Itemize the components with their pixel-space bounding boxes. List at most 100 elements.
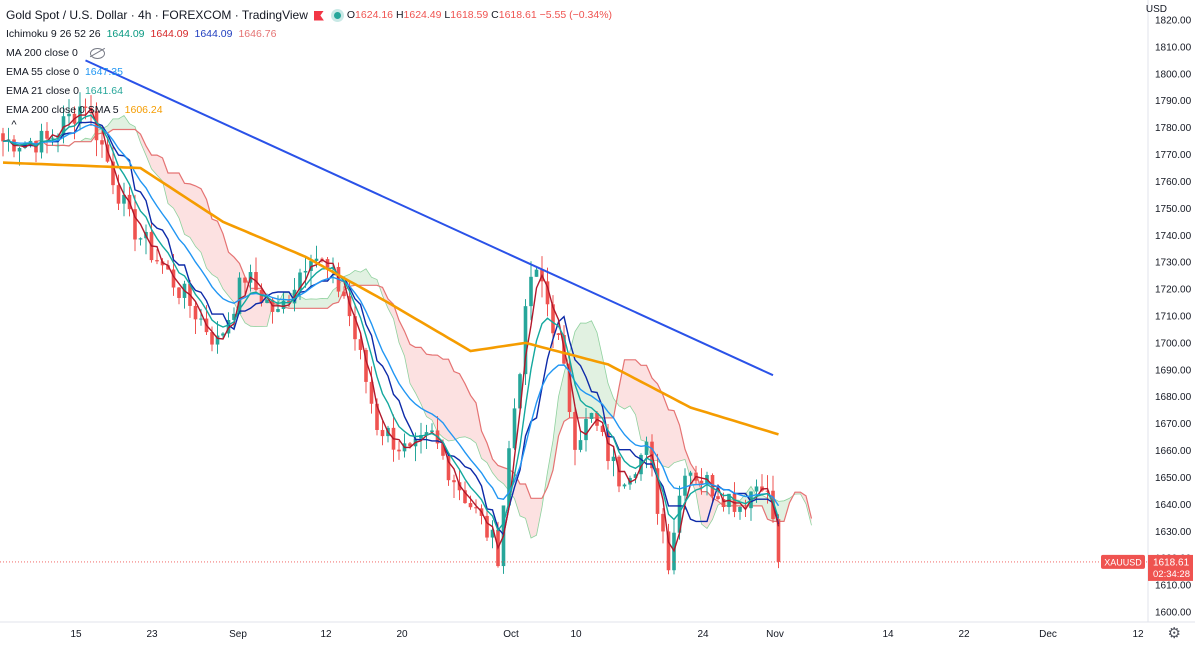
candle-body xyxy=(776,519,781,562)
cloud-segment xyxy=(547,440,553,488)
y-tick-label: 1670.00 xyxy=(1155,419,1192,430)
candle-body xyxy=(683,475,687,496)
cloud-segment xyxy=(641,365,647,442)
candle-body xyxy=(474,507,478,509)
y-tick-label: 1680.00 xyxy=(1155,392,1192,403)
candle-body xyxy=(452,480,456,483)
cloud-segment xyxy=(602,357,608,418)
cloud-segment xyxy=(338,276,344,303)
collapse-legend-icon[interactable]: ^ xyxy=(11,119,17,131)
gear-icon[interactable]: ⚙ xyxy=(1167,625,1181,642)
x-tick-label: 12 xyxy=(1132,629,1144,640)
cloud-segment xyxy=(553,396,559,471)
cloud-segment xyxy=(657,383,663,466)
cloud-segment xyxy=(443,359,449,442)
candle-body xyxy=(215,335,220,345)
indicator-ma200[interactable]: MA 200 close 0 xyxy=(6,44,612,63)
cloud-segment xyxy=(437,355,443,438)
hidden-eye-icon[interactable] xyxy=(89,48,105,59)
flag-icon[interactable] xyxy=(313,10,324,21)
x-axis-ticks: 15 23 Sep 12 20 Oct 10 24 Nov 14 22 Dec 12 xyxy=(70,629,1144,640)
countdown-label: 02:34:28 xyxy=(1153,569,1190,580)
x-tick-label: 24 xyxy=(697,629,709,640)
candle-body xyxy=(606,431,610,462)
cloud-segment xyxy=(415,347,421,405)
indicator-ema200[interactable]: EMA 200 close 0 SMA 5 1606.24 xyxy=(6,101,612,120)
cloud-segment xyxy=(190,183,196,247)
cloud-segment xyxy=(498,465,504,484)
cloud-segment xyxy=(685,449,691,478)
cloud-segment xyxy=(107,118,113,134)
indicator-ema21[interactable]: EMA 21 close 0 1641.64 xyxy=(6,82,612,101)
cloud-segment xyxy=(465,383,471,439)
candle-body xyxy=(111,161,115,186)
candle-body xyxy=(105,144,110,162)
x-tick-label: Dec xyxy=(1039,629,1057,640)
cloud-segment xyxy=(778,500,784,522)
indicator-label: MA 200 close 0 xyxy=(6,47,78,59)
indicator-value: 1646.76 xyxy=(238,28,277,40)
candle-body xyxy=(468,503,473,508)
candle-body xyxy=(688,472,693,476)
ohlc-values: O1624.16 H1624.49 L1618.59 C1618.61 −5.5… xyxy=(346,9,613,21)
y-tick-label: 1810.00 xyxy=(1155,42,1192,53)
cloud-segment xyxy=(250,288,256,327)
senkou-span-b xyxy=(35,128,813,522)
cloud-segment xyxy=(184,183,190,238)
candle-body xyxy=(210,332,214,345)
last-price-label: 1618.61 xyxy=(1153,557,1190,568)
cloud-segment xyxy=(668,409,674,468)
candle-body xyxy=(463,490,467,504)
indicator-value: 1606.24 xyxy=(124,104,163,116)
ema21-line xyxy=(2,114,780,532)
candle-body xyxy=(199,318,203,320)
candle-body xyxy=(237,277,242,314)
currency-label[interactable]: USD xyxy=(1145,4,1167,15)
candle-body xyxy=(600,425,605,432)
symbol-title-row: Gold Spot / U.S. Dollar · 4h · FOREXCOM … xyxy=(6,6,612,25)
candle-body xyxy=(243,277,247,283)
indicator-value: 1641.64 xyxy=(84,85,123,97)
candle-body xyxy=(265,299,269,303)
candle-body xyxy=(155,260,159,262)
candle-body xyxy=(441,443,445,456)
cloud-segment xyxy=(558,373,564,437)
candle-body xyxy=(397,449,401,452)
candle-body xyxy=(133,209,137,240)
cloud-segment xyxy=(646,365,652,461)
cloud-segment xyxy=(212,219,218,278)
symbol-title[interactable]: Gold Spot / U.S. Dollar · 4h · FOREXCOM … xyxy=(6,8,308,22)
candle-body xyxy=(485,515,489,538)
candle-body xyxy=(17,147,22,152)
cloud-segment xyxy=(206,199,212,275)
candle-body xyxy=(655,468,660,514)
y-tick-label: 1760.00 xyxy=(1155,177,1192,188)
candle-body xyxy=(380,429,385,437)
candle-body xyxy=(28,140,33,143)
cloud-segment xyxy=(124,115,130,130)
x-tick-label: 22 xyxy=(958,629,970,640)
candle-body xyxy=(573,412,577,450)
indicator-ichimoku[interactable]: Ichimoku 9 26 52 26 1644.09 1644.09 1644… xyxy=(6,25,612,44)
cloud-segment xyxy=(481,431,487,463)
candle-body xyxy=(375,403,379,430)
cloud-segment xyxy=(525,483,531,539)
candle-body xyxy=(309,260,313,271)
cloud-segment xyxy=(531,498,537,539)
market-status-icon xyxy=(333,12,341,19)
candle-body xyxy=(314,258,319,261)
cloud-segment xyxy=(663,395,669,468)
candle-body xyxy=(45,130,49,139)
chart-legend: Gold Spot / U.S. Dollar · 4h · FOREXCOM … xyxy=(6,6,612,120)
cloud-segment xyxy=(470,395,476,444)
cloud-segment xyxy=(426,354,432,421)
cloud-segment xyxy=(322,298,328,309)
candle-body xyxy=(430,430,434,433)
candle-body xyxy=(424,432,429,436)
cloud-segment xyxy=(140,134,146,156)
cloud-segment xyxy=(305,298,311,309)
y-tick-label: 1700.00 xyxy=(1155,338,1192,349)
indicator-ema55[interactable]: EMA 55 close 0 1647.35 xyxy=(6,63,612,82)
x-tick-label: 12 xyxy=(320,629,332,640)
